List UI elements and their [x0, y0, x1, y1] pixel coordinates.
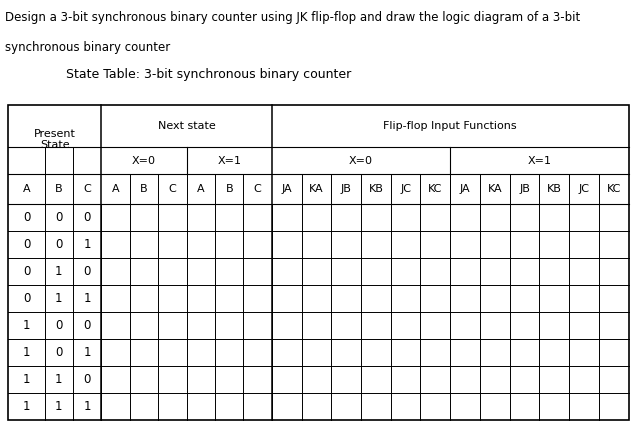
- Text: 1: 1: [55, 373, 63, 386]
- Text: C: C: [168, 184, 177, 194]
- Text: KB: KB: [368, 184, 383, 194]
- Text: 0: 0: [23, 238, 30, 251]
- Text: State Table: 3-bit synchronous binary counter: State Table: 3-bit synchronous binary co…: [66, 68, 352, 81]
- Text: 0: 0: [55, 211, 63, 224]
- Text: X=0: X=0: [132, 156, 156, 166]
- Text: 1: 1: [84, 238, 91, 251]
- Text: 0: 0: [23, 265, 30, 278]
- Text: 1: 1: [23, 400, 30, 413]
- Text: KC: KC: [606, 184, 621, 194]
- Text: B: B: [141, 184, 148, 194]
- Text: A: A: [112, 184, 120, 194]
- Text: C: C: [254, 184, 261, 194]
- Text: A: A: [23, 184, 30, 194]
- Text: KB: KB: [547, 184, 561, 194]
- Text: 0: 0: [84, 265, 91, 278]
- Text: X=1: X=1: [527, 156, 551, 166]
- Text: 1: 1: [23, 373, 30, 386]
- Text: 1: 1: [23, 346, 30, 359]
- Text: B: B: [225, 184, 233, 194]
- Text: 1: 1: [84, 400, 91, 413]
- Text: C: C: [84, 184, 91, 194]
- Text: 1: 1: [55, 400, 63, 413]
- Text: JA: JA: [281, 184, 292, 194]
- Text: KA: KA: [487, 184, 502, 194]
- Text: synchronous binary counter: synchronous binary counter: [5, 41, 170, 54]
- Text: 1: 1: [55, 265, 63, 278]
- Text: JC: JC: [579, 184, 589, 194]
- Text: 0: 0: [55, 346, 63, 359]
- Text: 0: 0: [23, 292, 30, 305]
- Text: 1: 1: [84, 346, 91, 359]
- Text: Next state: Next state: [158, 121, 215, 131]
- Text: Design a 3-bit synchronous binary counter using JK flip-flop and draw the logic : Design a 3-bit synchronous binary counte…: [5, 11, 580, 24]
- Text: 0: 0: [84, 211, 91, 224]
- Text: Flip-flop Input Functions: Flip-flop Input Functions: [384, 121, 517, 131]
- Text: KC: KC: [428, 184, 442, 194]
- Text: 0: 0: [84, 319, 91, 332]
- Text: Present
State: Present State: [34, 129, 76, 150]
- Text: X=0: X=0: [349, 156, 373, 166]
- Text: 1: 1: [55, 292, 63, 305]
- Text: B: B: [55, 184, 63, 194]
- Text: JA: JA: [460, 184, 470, 194]
- Text: 0: 0: [55, 238, 63, 251]
- Text: X=1: X=1: [217, 156, 241, 166]
- Text: KA: KA: [309, 184, 323, 194]
- Text: JC: JC: [400, 184, 411, 194]
- Text: 1: 1: [84, 292, 91, 305]
- Text: 0: 0: [84, 373, 91, 386]
- Text: 0: 0: [23, 211, 30, 224]
- Text: A: A: [197, 184, 204, 194]
- Text: JB: JB: [341, 184, 351, 194]
- Text: 0: 0: [55, 319, 63, 332]
- Text: 1: 1: [23, 319, 30, 332]
- Text: JB: JB: [519, 184, 530, 194]
